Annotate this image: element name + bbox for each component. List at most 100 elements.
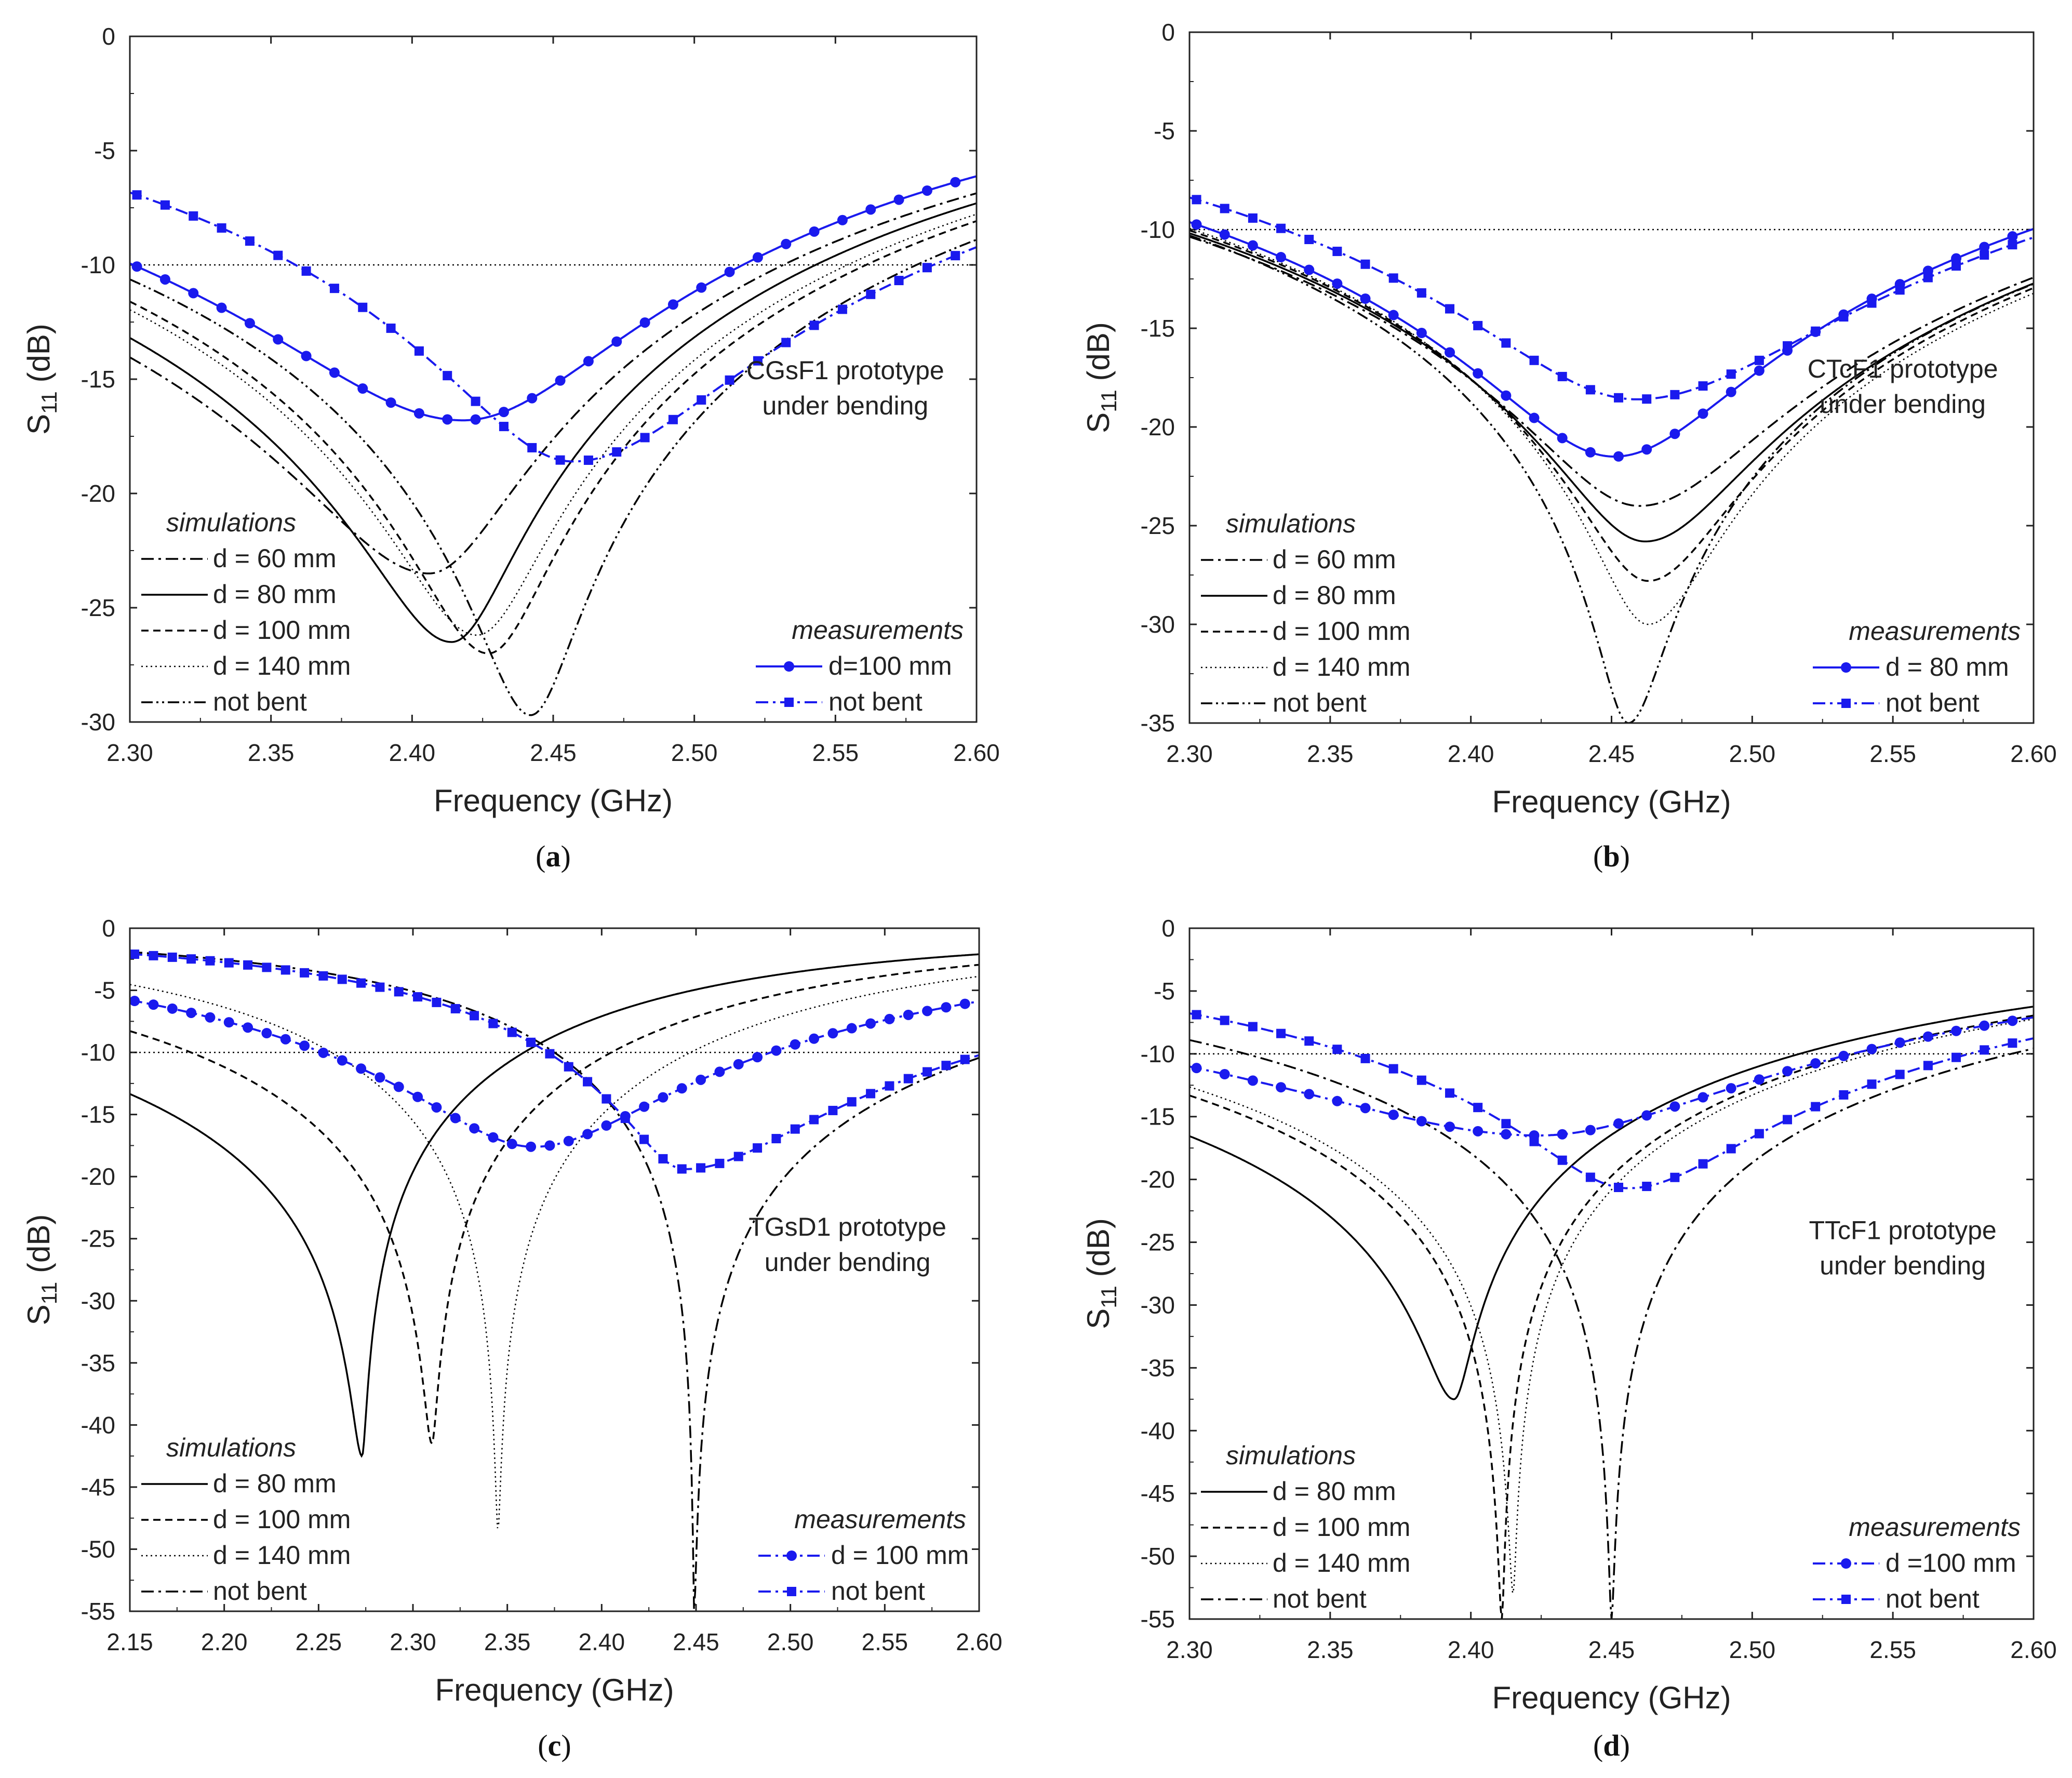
legend-marker — [1841, 662, 1851, 673]
x-tick-label: 2.20 — [201, 1628, 248, 1655]
y-axis-label: S11 (dB) — [21, 1214, 61, 1326]
x-tick-label: 2.50 — [1729, 740, 1776, 767]
data-point — [318, 971, 328, 981]
data-point — [1473, 320, 1483, 330]
data-point — [563, 1135, 574, 1146]
legend-item: d = 80 mm — [1886, 652, 2009, 681]
legend-item: not bent — [1886, 688, 1980, 717]
data-point — [1192, 1010, 1201, 1020]
legend-item: d =100 mm — [1886, 1548, 2016, 1578]
data-point — [526, 1141, 537, 1152]
caption-letter: d — [1603, 1729, 1620, 1762]
legend-item: d = 140 mm — [213, 1541, 351, 1570]
data-point — [611, 336, 622, 347]
data-point — [299, 1040, 310, 1051]
legend-sim-title: simulations — [166, 508, 296, 537]
data-point — [1191, 1063, 1202, 1074]
series-line-d-5 — [1189, 1012, 2034, 1189]
legend-meas-title: measurements — [794, 1505, 966, 1534]
caption-close: ) — [561, 839, 571, 873]
data-point — [273, 334, 284, 345]
annotation-line-1: TGsD1 prototype — [748, 1212, 946, 1241]
data-point — [620, 1114, 630, 1124]
y-tick-label: -5 — [1154, 117, 1175, 144]
y-tick-label: -35 — [1141, 1354, 1175, 1381]
data-point — [243, 1022, 253, 1033]
data-point — [394, 987, 404, 997]
x-tick-label: 2.60 — [2010, 740, 2057, 767]
data-point — [167, 952, 177, 962]
data-point — [639, 1134, 649, 1144]
data-point — [1191, 219, 1202, 230]
x-tick-label: 2.30 — [390, 1628, 436, 1655]
legend-item: not bent — [831, 1576, 925, 1606]
x-tick-label: 2.50 — [1729, 1636, 1776, 1663]
data-point — [443, 371, 452, 381]
data-point — [1867, 298, 1877, 308]
x-tick-label: 2.55 — [862, 1628, 908, 1655]
data-point — [432, 997, 442, 1007]
x-tick-label: 2.45 — [1588, 1636, 1635, 1663]
data-point — [1416, 1116, 1427, 1127]
data-point — [1697, 408, 1708, 419]
data-point — [148, 999, 159, 1010]
data-point — [1669, 1101, 1680, 1112]
y-tick-label: -45 — [1141, 1480, 1175, 1507]
data-point — [866, 1089, 876, 1099]
y-tick-label: -20 — [81, 480, 115, 507]
series-line-a-0 — [130, 192, 977, 574]
data-point — [1895, 1070, 1905, 1079]
data-point — [1839, 1090, 1849, 1100]
x-tick-label: 2.50 — [767, 1628, 814, 1655]
y-tick-label: -25 — [1141, 1229, 1175, 1256]
data-point — [1923, 1061, 1933, 1071]
plot-frame — [1188, 927, 2035, 1620]
y-tick-label: -10 — [1141, 1040, 1175, 1067]
data-point — [1473, 1103, 1483, 1113]
data-point — [601, 1120, 612, 1131]
x-tick-label: 2.30 — [1166, 740, 1213, 767]
annotation-line-1: CGsF1 prototype — [746, 356, 944, 385]
plot-area — [1189, 1006, 2034, 1619]
data-point — [261, 1028, 272, 1039]
series-line-d-3 — [1189, 1039, 2034, 1619]
x-tick-label: 2.35 — [248, 739, 295, 766]
data-point — [781, 338, 791, 347]
data-point — [393, 1081, 404, 1092]
y-axis-label-unit: (dB) — [21, 1214, 56, 1282]
y-tick-label: -15 — [81, 366, 115, 393]
data-point — [1445, 347, 1455, 358]
y-axis-label-unit: (dB) — [21, 324, 56, 391]
data-point — [1360, 293, 1371, 304]
data-point — [1557, 1129, 1568, 1140]
data-point — [696, 1163, 706, 1173]
data-point — [828, 1105, 838, 1115]
data-point — [545, 1049, 555, 1059]
data-point — [733, 1152, 743, 1161]
y-axis-label: S11 (dB) — [1081, 322, 1121, 433]
data-point — [781, 238, 792, 249]
y-tick-label: -55 — [81, 1598, 115, 1625]
data-point — [527, 443, 537, 452]
legend-item: d = 80 mm — [1273, 1477, 1396, 1506]
data-point — [1783, 1115, 1793, 1125]
y-tick-label: 0 — [1161, 19, 1175, 46]
x-tick-label: 2.45 — [673, 1628, 719, 1655]
data-point — [375, 982, 385, 992]
legend-sim-title: simulations — [166, 1433, 296, 1462]
series-line-b-4 — [1189, 234, 2034, 723]
legend-marker — [1841, 699, 1851, 708]
y-tick-label: -20 — [1141, 413, 1175, 440]
x-tick-label: 2.40 — [579, 1628, 625, 1655]
legend-marker — [1841, 1558, 1851, 1569]
data-point — [846, 1023, 857, 1034]
data-point — [865, 204, 876, 215]
y-tick-label: -5 — [94, 137, 115, 164]
data-point — [450, 1113, 461, 1124]
data-point — [217, 223, 226, 233]
data-point — [1979, 1020, 1990, 1031]
x-axis-label: Frequency (GHz) — [1492, 784, 1731, 819]
data-point — [1641, 1110, 1652, 1121]
data-point — [243, 960, 253, 970]
legend-item: d = 100 mm — [1273, 1513, 1410, 1542]
